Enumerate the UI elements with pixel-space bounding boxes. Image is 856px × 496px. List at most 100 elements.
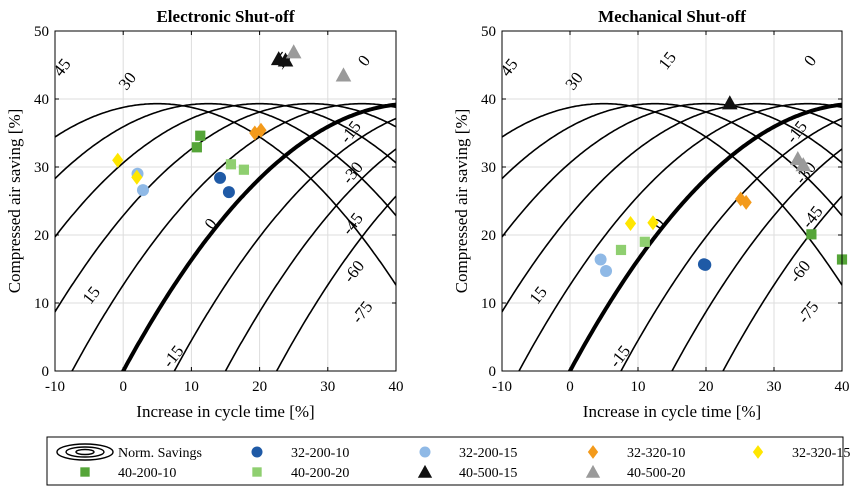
x-tick-label: 20: [252, 379, 267, 395]
legend: Norm. Savings 32-200-10 32-200-15 32-320-10…: [46, 436, 850, 486]
data-point: [615, 244, 627, 256]
data-point: [806, 229, 817, 240]
contour-line: [671, 147, 842, 371]
contour-lines: [502, 102, 842, 371]
contour-line: [224, 147, 396, 371]
axes-box: [54, 30, 397, 372]
plot-area-frame: [502, 31, 842, 371]
contour-lines: [55, 102, 396, 371]
contour-line: [55, 102, 396, 217]
legend-label: 32-200-10: [291, 446, 349, 461]
legend-label: 32-320-10: [627, 446, 685, 461]
legend-label: 40-500-20: [627, 466, 685, 481]
data-point: [131, 169, 143, 185]
x-axis-label: Increase in cycle time [%]: [136, 402, 314, 421]
contour-line: [502, 102, 842, 314]
data-point: [600, 265, 613, 278]
plot-area-frame: [55, 31, 396, 371]
x-tick-label: 20: [699, 379, 714, 395]
legend-marker: [417, 464, 433, 478]
legend-item: 32-320-10: [587, 445, 685, 461]
contour-line: [502, 102, 842, 239]
x-tick-label: 10: [631, 379, 646, 395]
contour-line: [71, 102, 396, 371]
data-point: [255, 122, 267, 138]
contour-line: [567, 102, 842, 371]
legend-item: 40-200-10: [80, 466, 176, 481]
y-tick-label: 30: [481, 160, 496, 176]
axes-box: [501, 30, 843, 372]
data-point: [335, 67, 352, 82]
legend-item: Norm. Savings: [56, 443, 202, 461]
legend-contour-icon: [56, 443, 114, 461]
contour-line: [502, 102, 842, 217]
legend-box: [46, 436, 844, 486]
y-tick-label: 50: [34, 24, 49, 40]
contour-line: [620, 117, 842, 371]
data-point: [624, 215, 637, 231]
data-point: [639, 236, 650, 247]
legend-item: 32-200-10: [251, 446, 349, 461]
x-tick-label: 0: [119, 379, 127, 395]
y-tick-label: 20: [34, 228, 49, 244]
data-point: [795, 157, 812, 172]
data-point: [647, 215, 659, 231]
x-tick-label: 30: [320, 379, 335, 395]
contour-line: [55, 102, 396, 287]
legend-marker: [587, 445, 599, 459]
x-tick-label: 40: [835, 379, 850, 395]
legend-item: 40-500-15: [417, 464, 517, 481]
data-point: [722, 95, 738, 110]
contour-line: [722, 195, 842, 371]
data-points: [112, 44, 352, 199]
data-point: [238, 164, 250, 175]
contour-line: [275, 195, 396, 371]
legend-label: 32-200-15: [459, 446, 517, 461]
y-tick-label: 40: [34, 92, 49, 108]
data-point: [225, 159, 237, 170]
legend-label: 40-200-10: [118, 466, 176, 481]
x-tick-label: 30: [767, 379, 782, 395]
y-tick-label: 0: [42, 364, 50, 380]
legend-items: Norm. Savings 32-200-10 32-200-15 32-320-10…: [56, 443, 850, 481]
x-tick-label: 10: [184, 379, 199, 395]
x-tick-label: 40: [389, 379, 404, 395]
contour-line: [55, 102, 396, 239]
data-point: [740, 194, 752, 210]
data-point: [195, 130, 206, 141]
legend-label: 40-200-20: [291, 466, 349, 481]
legend-marker: [419, 446, 431, 458]
legend-label: Norm. Savings: [118, 446, 202, 461]
y-tick-label: 0: [489, 364, 497, 380]
x-tick-label: 0: [566, 379, 574, 395]
contour-line: [120, 102, 396, 371]
data-point: [112, 152, 124, 168]
y-tick-label: 50: [481, 24, 496, 40]
legend-marker: [252, 467, 262, 477]
legend-label: 40-500-15: [459, 466, 517, 481]
contour-line: [173, 117, 396, 371]
data-point: [285, 44, 302, 59]
y-tick-label: 10: [34, 296, 49, 312]
y-axis-label: Compressed air saving [%]: [452, 109, 471, 294]
data-point: [191, 142, 202, 153]
legend-item: 40-500-20: [585, 464, 685, 481]
legend-marker: [585, 464, 601, 478]
y-tick-label: 30: [34, 160, 49, 176]
data-point: [222, 186, 235, 199]
data-point: [136, 184, 149, 197]
x-axis-label: Increase in cycle time [%]: [583, 402, 761, 421]
y-tick-label: 20: [481, 228, 496, 244]
data-point: [277, 52, 294, 67]
contour-line: [518, 102, 842, 371]
contour-line: [502, 102, 842, 287]
chart-title: Mechanical Shut-off: [598, 7, 746, 26]
contour-line: [55, 102, 396, 314]
x-tick-label: -10: [45, 379, 65, 395]
data-point: [697, 258, 710, 271]
